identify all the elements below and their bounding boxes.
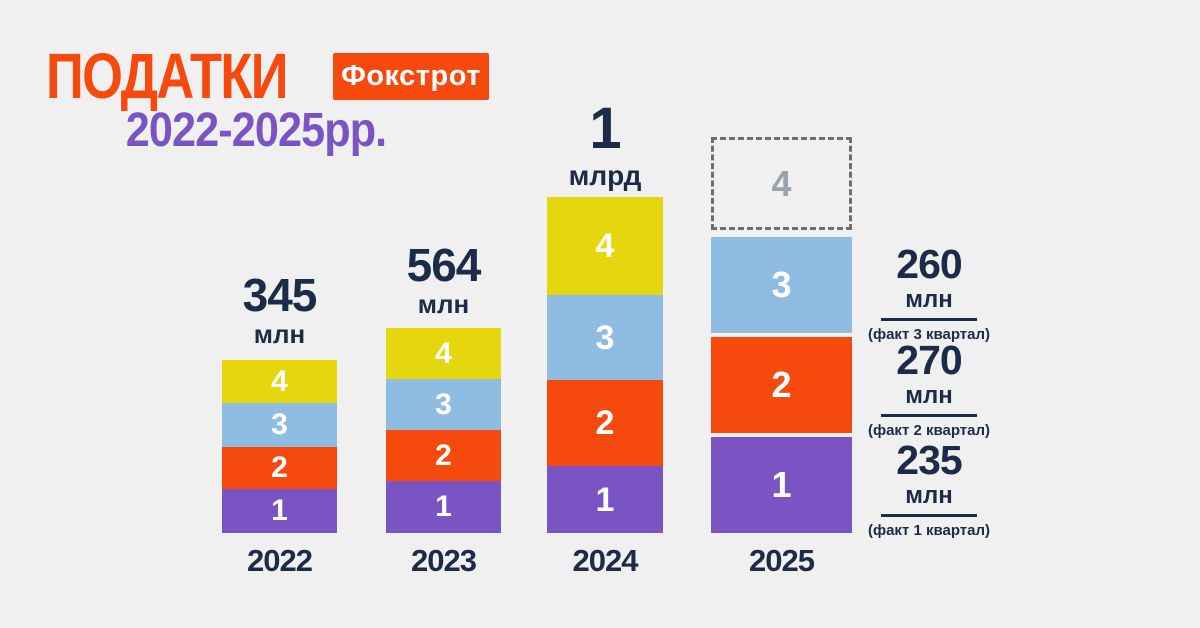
total-unit-2022: млн	[253, 319, 306, 349]
segment-2025-q4-projected-dashed: 4	[711, 137, 852, 230]
fact-annotation-q1: 235 млн (факт 1 квартал)	[862, 437, 996, 539]
fact-annotation-q2: 270 млн (факт 2 квартал)	[862, 337, 996, 439]
total-unit-2023: млн	[417, 289, 470, 319]
fact-note-q1: (факт 1 квартал)	[867, 522, 991, 539]
fact-note-q2: (факт 2 квартал)	[867, 422, 991, 439]
segment-2024-q1: 1	[547, 466, 663, 533]
segment-2022-q1: 1	[222, 489, 337, 533]
brand-badge-label: Фокстрот	[341, 60, 481, 92]
fact-underline-q3	[881, 318, 977, 321]
total-value-2023: 564	[406, 239, 482, 291]
total-label-2023: 564 млн	[386, 242, 501, 317]
segment-2024-q3: 3	[547, 295, 663, 380]
segment-2023-q3: 3	[386, 379, 501, 430]
total-label-2022: 345 млн	[222, 272, 337, 347]
fact-underline-q1	[881, 514, 977, 517]
segment-2023-q4: 4	[386, 328, 501, 379]
bar-2025: 4 3 2 1	[711, 137, 852, 533]
fact-annotation-q3: 260 млн (факт 3 квартал)	[862, 241, 996, 343]
fact-value-q1: 235	[896, 437, 962, 483]
page-title: ПОДАТКИ	[46, 40, 288, 112]
segment-2023-q1: 1	[386, 481, 501, 533]
total-label-2024: 1 млрд	[547, 100, 663, 190]
axis-label-2022: 2022	[247, 543, 313, 578]
brand-badge: Фокстрот	[333, 53, 489, 100]
fact-unit-q2: млн	[905, 382, 953, 409]
fact-value-q2: 270	[896, 337, 962, 383]
axis-label-2025: 2025	[749, 543, 815, 578]
fact-underline-q2	[881, 414, 977, 417]
segment-2023-q2: 2	[386, 430, 501, 481]
segment-2022-q2: 2	[222, 447, 337, 489]
fact-value-q3: 260	[896, 241, 962, 287]
axis-label-2023: 2023	[411, 543, 477, 578]
segment-2022-q4: 4	[222, 360, 337, 403]
bar-2022: 4 3 2 1	[222, 360, 337, 533]
axis-label-2024: 2024	[572, 543, 639, 578]
total-unit-2024: млрд	[568, 160, 642, 191]
page-subtitle: 2022-2025рр.	[125, 104, 387, 157]
total-value-2024: 1	[589, 96, 621, 161]
segment-2024-q4: 4	[547, 197, 663, 295]
segment-2025-q3: 3	[711, 237, 852, 333]
segment-2025-q1: 1	[711, 437, 852, 533]
bar-2023: 4 3 2 1	[386, 328, 501, 533]
bar-2024: 4 3 2 1	[547, 197, 663, 533]
total-value-2022: 345	[242, 269, 318, 321]
fact-unit-q1: млн	[905, 482, 953, 509]
fact-note-q3: (факт 3 квартал)	[867, 326, 991, 343]
segment-2025-q2: 2	[711, 337, 852, 433]
segment-2024-q2: 2	[547, 380, 663, 466]
segment-2022-q3: 3	[222, 403, 337, 447]
fact-unit-q3: млн	[905, 286, 953, 313]
